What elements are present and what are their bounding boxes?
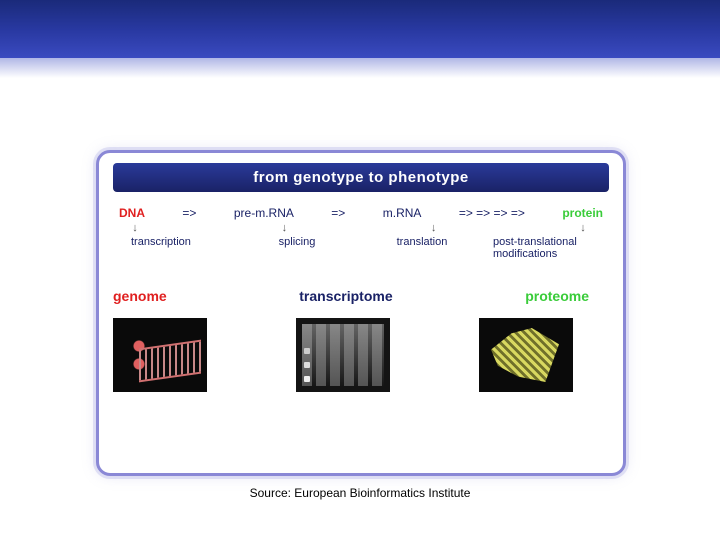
flow-row: DNA => pre-m.RNA => m.RNA => => => => pr…	[113, 206, 609, 220]
node-protein: protein	[562, 206, 603, 220]
proteome-image	[479, 318, 573, 392]
arrow-icon: =>	[182, 206, 196, 220]
source-caption: Source: European Bioinformatics Institut…	[0, 486, 720, 500]
down-arrow-icon: ↓	[424, 222, 444, 234]
process-transcription: transcription	[117, 236, 237, 260]
process-ptm: post-translational modifications	[487, 236, 605, 260]
node-pre-mrna: pre-m.RNA	[234, 206, 294, 220]
node-mrna: m.RNA	[383, 206, 422, 220]
arrow-icon: => => => =>	[459, 206, 525, 220]
label-transcriptome: transcriptome	[299, 288, 392, 304]
down-arrow-icon: ↓	[125, 222, 145, 234]
label-proteome: proteome	[525, 288, 589, 304]
diagram-title: from genotype to phenotype	[113, 163, 609, 192]
process-translation: translation	[357, 236, 487, 260]
label-genome: genome	[113, 288, 167, 304]
process-splicing: splicing	[237, 236, 357, 260]
down-arrow-row: ↓ ↓ ↓ ↓	[113, 222, 609, 234]
arrow-icon: =>	[331, 206, 345, 220]
header-bar	[0, 0, 720, 58]
header-fade	[0, 58, 720, 78]
process-row: transcription splicing translation post-…	[113, 236, 609, 260]
down-arrow-icon: ↓	[573, 222, 593, 234]
image-row	[113, 318, 609, 392]
genome-image	[113, 318, 207, 392]
transcriptome-image	[296, 318, 390, 392]
omics-row: genome transcriptome proteome	[113, 288, 609, 304]
node-dna: DNA	[119, 206, 145, 220]
down-arrow-icon: ↓	[274, 222, 294, 234]
diagram-panel: from genotype to phenotype DNA => pre-m.…	[96, 150, 626, 476]
